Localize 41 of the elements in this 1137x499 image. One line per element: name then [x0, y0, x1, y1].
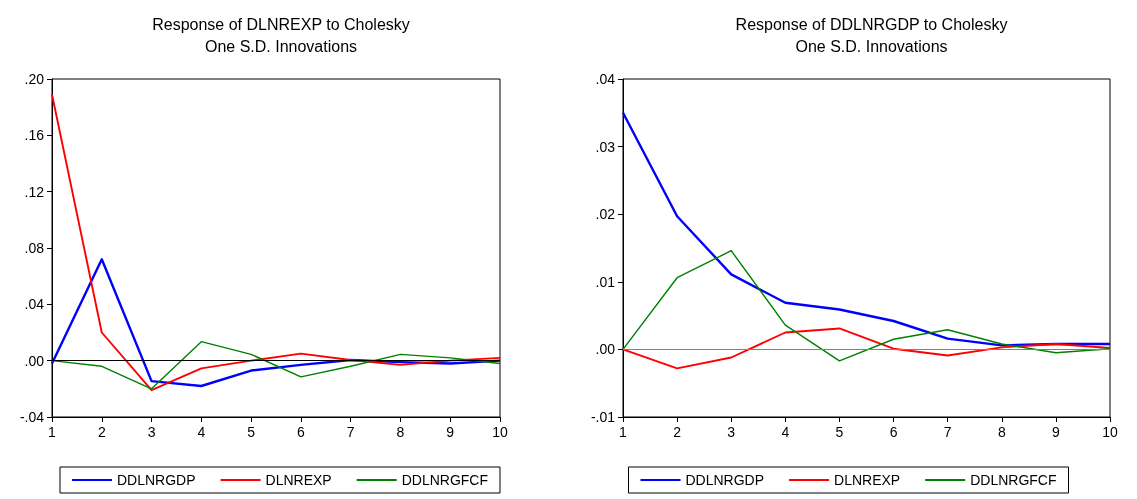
x-tick-label: 2 — [97, 424, 106, 440]
y-tick-label: .00 — [24, 352, 45, 369]
x-tick-label: 4 — [781, 424, 790, 440]
legend-label: DLNREXP — [834, 472, 901, 488]
y-tick-label: .02 — [595, 206, 616, 223]
y-tick-label: .08 — [24, 240, 45, 256]
x-tick-label: 5 — [247, 424, 256, 440]
x-tick-label: 3 — [727, 424, 736, 440]
y-tick-label: -.04 — [19, 409, 45, 425]
y-tick-label: .04 — [24, 296, 45, 313]
y-tick-label: .03 — [595, 138, 616, 155]
x-tick-label: 8 — [396, 424, 405, 440]
legend-label: DDLNRGDP — [685, 472, 765, 488]
y-tick-label: .12 — [24, 183, 45, 200]
chart-title: Response of DDLNRGDP to Cholesky One S.D. Innovations — [735, 15, 1008, 55]
x-tick-label: 7 — [943, 424, 952, 440]
chart-title: Response of DLNREXP to Cholesky One S.D. Innovations — [152, 15, 410, 55]
x-tick-label: 6 — [296, 424, 305, 440]
x-tick-label: 10 — [1102, 424, 1118, 440]
x-tick-label: 9 — [1051, 424, 1060, 440]
x-tick-label: 1 — [619, 424, 628, 440]
x-tick-label: 9 — [446, 424, 455, 440]
x-tick-label: 1 — [48, 424, 57, 440]
y-tick-label: .20 — [24, 71, 45, 87]
x-tick-label: 7 — [346, 424, 355, 440]
x-tick-label: 2 — [673, 424, 682, 440]
x-tick-label: 8 — [997, 424, 1006, 440]
y-tick-label: .00 — [595, 341, 616, 358]
y-tick-label: .16 — [24, 127, 45, 144]
x-tick-label: 5 — [835, 424, 844, 440]
y-tick-label: .01 — [595, 273, 616, 290]
x-tick-label: 6 — [889, 424, 898, 440]
legend-label: DDLNRGFCF — [401, 472, 489, 488]
y-tick-label: .04 — [595, 71, 616, 87]
x-tick-label: 4 — [197, 424, 206, 440]
legend-label: DDLNRGDP — [116, 472, 196, 488]
legend-label: DLNREXP — [265, 472, 332, 488]
x-tick-label: 10 — [492, 424, 508, 440]
x-tick-label: 3 — [147, 424, 156, 440]
legend-label: DDLNRGFCF — [970, 472, 1057, 488]
y-tick-label: -.01 — [590, 409, 616, 425]
